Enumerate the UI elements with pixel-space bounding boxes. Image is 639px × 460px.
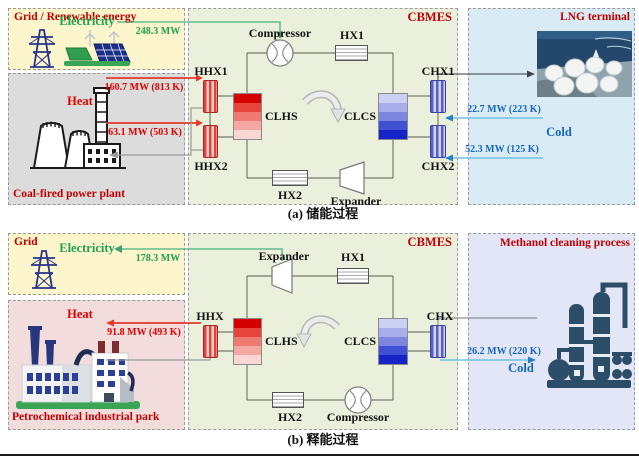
hhx2-exchanger <box>203 125 218 158</box>
compressor-label-a: Compressor <box>248 26 312 40</box>
petrochemical-title: Petrochemical industrial park <box>12 411 160 423</box>
heat-value-low-a: 63.1 MW (503 K) <box>108 127 182 138</box>
electricity-label-b: Electricity <box>59 241 115 255</box>
hx2-label-b: HX2 <box>278 410 302 424</box>
electricity-line-b <box>122 248 283 261</box>
hx2-label-a: HX2 <box>278 188 302 202</box>
clhs-tank-b <box>233 318 262 365</box>
hx1-exchanger-b <box>337 268 369 284</box>
gas-to-lng-arrow <box>527 70 535 78</box>
clcs-tank-b <box>378 318 408 365</box>
clcs-label-b: CLCS <box>343 334 376 348</box>
chx-label-b: CHX <box>426 309 454 323</box>
electricity-value-b: 178.3 MW <box>135 253 181 264</box>
hx1-label-a: HX1 <box>340 28 364 42</box>
heat-return-line-b <box>106 358 211 361</box>
heat-value-high-a: 160.7 MW (813 K) <box>104 82 184 93</box>
chx1-label: CHX1 <box>421 64 455 78</box>
heat-value-b: 91.8 MW (493 K) <box>107 327 181 338</box>
electricity-value-a: 248.3 MW <box>135 26 181 37</box>
hx2-exchanger-a <box>272 170 308 186</box>
compressor-icon-b <box>344 386 372 414</box>
hx1-exchanger-a <box>335 45 368 61</box>
cbmes-title-b: CBMES <box>407 235 452 249</box>
expander-label-a: Expander <box>330 194 382 208</box>
clcs-label-a: CLCS <box>343 109 376 123</box>
clhs-label-b: CLHS <box>265 334 298 348</box>
compressor-label-b: Compressor <box>326 410 390 424</box>
expander-icon-b <box>271 258 293 294</box>
transmission-tower-icon <box>24 25 60 69</box>
hhx2-label: HHX2 <box>194 159 228 173</box>
grid-box-b <box>8 233 185 295</box>
cold-value-low-a: 52.3 MW (125 K) <box>465 144 539 155</box>
bottom-rule <box>0 454 639 456</box>
expander-icon-a <box>339 161 365 195</box>
grid-title-b: Grid <box>14 236 38 248</box>
lng-terminal-title: LNG terminal <box>560 11 630 23</box>
electricity-arrow-a <box>276 32 284 39</box>
electricity-arrow-b <box>114 245 122 253</box>
factory-icon <box>16 315 140 409</box>
clcs-tank-a <box>378 93 408 140</box>
hhx1-exchanger <box>203 80 218 113</box>
solar-wind-icon <box>60 28 132 68</box>
methanol-title: Methanol cleaning process <box>499 237 630 249</box>
transmission-tower-icon-b <box>26 246 62 290</box>
heat-label-b: Heat <box>67 307 93 321</box>
cbmes-title-a: CBMES <box>407 10 452 24</box>
caption-a: (a) 储能过程 <box>287 206 359 221</box>
chx-exchanger-b <box>430 325 446 358</box>
electricity-label-a: Electricity <box>59 14 115 28</box>
hhx1-label: HHX1 <box>194 64 228 78</box>
hhx-label-b: HHX <box>196 309 224 323</box>
lng-terminal-photo <box>537 31 632 97</box>
cold-label-a: Cold <box>546 125 572 139</box>
cold-value-b: 26.2 MW (220 K) <box>467 346 541 357</box>
clhs-tank-a <box>233 93 262 140</box>
chx1-exchanger <box>430 80 446 113</box>
coal-plant-title: Coal-fired power plant <box>13 188 126 200</box>
heat-return-line-a <box>117 107 203 156</box>
hx2-exchanger-b <box>272 392 304 408</box>
clhs-label-a: CLHS <box>265 109 298 123</box>
hx1-label-b: HX1 <box>341 250 365 264</box>
expander-label-b: Expander <box>258 249 310 263</box>
hhx-exchanger-b <box>203 325 218 358</box>
grid-renewable-title: Grid / Renewable energy <box>14 11 137 23</box>
chx2-label: CHX2 <box>421 159 455 173</box>
cold-value-high-a: 22.7 MW (223 K) <box>467 104 541 115</box>
cycle-arrow-a <box>302 90 346 123</box>
cycle-arrow-b <box>296 315 340 348</box>
compressor-icon-a <box>266 39 294 67</box>
electricity-line-a <box>117 21 281 34</box>
chx2-exchanger <box>430 125 446 158</box>
caption-b: (b) 释能过程 <box>287 432 359 447</box>
methanol-plant-icon <box>545 282 633 390</box>
heat-label-a: Heat <box>67 94 93 108</box>
cold-label-b: Cold <box>508 361 534 375</box>
